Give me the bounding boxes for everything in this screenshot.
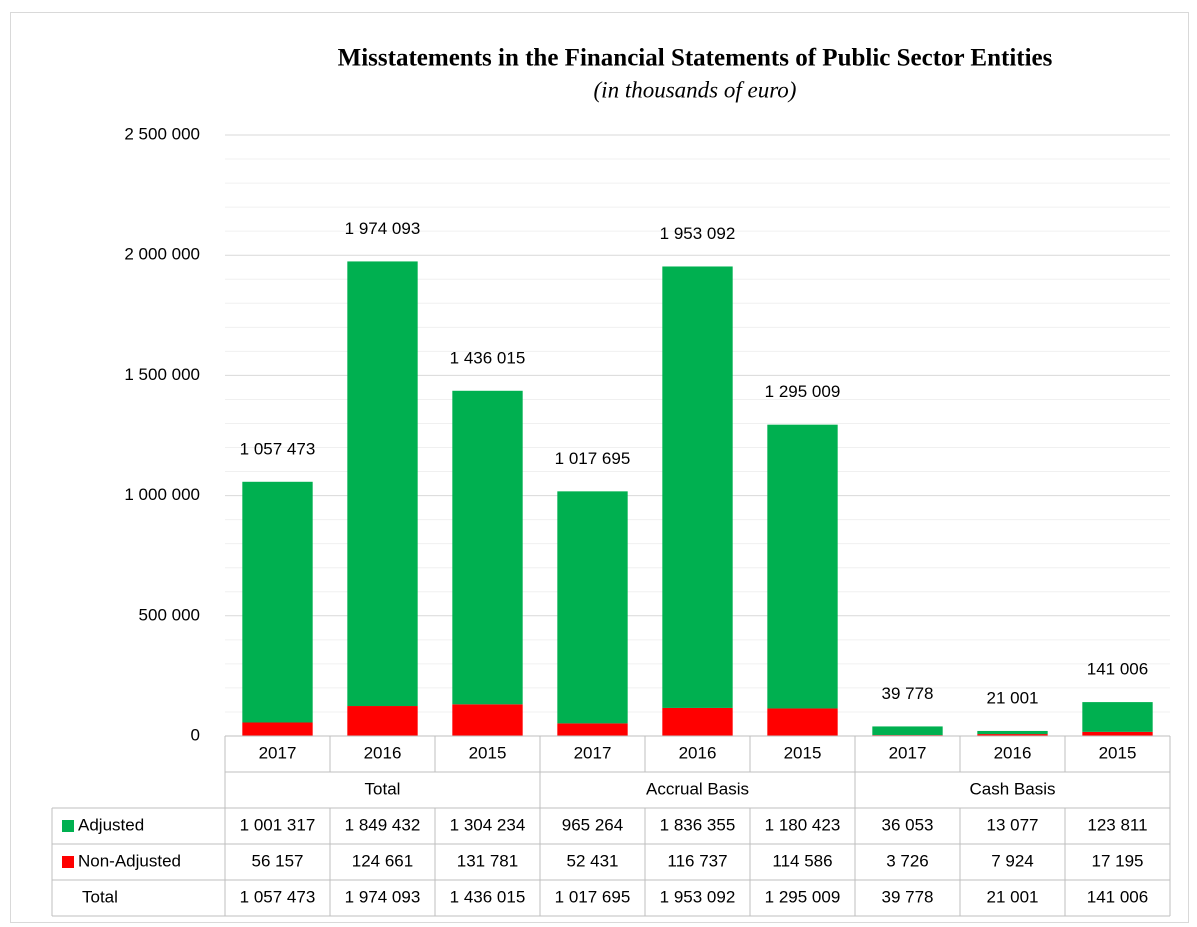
total-label: 1 295 009 (765, 382, 841, 401)
legend-swatch (62, 820, 74, 832)
chart-title: Misstatements in the Financial Statement… (338, 45, 1053, 72)
legend-label: Non-Adjusted (78, 851, 181, 870)
chart-border (10, 12, 1189, 923)
group-label: Accrual Basis (646, 779, 749, 798)
y-tick-label: 0 (191, 725, 200, 744)
x-tick-label: 2015 (784, 743, 822, 762)
bar-segment (977, 730, 1048, 735)
total-label: 1 953 092 (660, 224, 736, 243)
total-label: 141 006 (1087, 660, 1148, 679)
total-label: 1 057 473 (240, 439, 316, 458)
group-label: Cash Basis (970, 779, 1056, 798)
table-row-label: Total (82, 887, 118, 906)
total-label: 1 974 093 (345, 219, 421, 238)
table-cell: 17 195 (1092, 851, 1144, 870)
table-cell: 1 017 695 (555, 887, 631, 906)
table-cell: 21 001 (987, 887, 1039, 906)
x-tick-label: 2016 (679, 743, 717, 762)
bar-segment (662, 707, 733, 736)
y-tick-label: 2 500 000 (124, 124, 200, 143)
legend-label: Adjusted (78, 815, 144, 834)
x-tick-label: 2017 (889, 743, 927, 762)
bar-segment (347, 261, 418, 707)
total-label: 1 436 015 (450, 348, 526, 367)
x-tick-label: 2015 (1099, 743, 1137, 762)
table-cell: 1 295 009 (765, 887, 841, 906)
total-label: 1 017 695 (555, 449, 631, 468)
table-cell: 1 180 423 (765, 815, 841, 834)
table-cell: 131 781 (457, 851, 518, 870)
table-cell: 52 431 (567, 851, 619, 870)
bar-segment (1082, 702, 1153, 732)
bar-segment (557, 723, 628, 736)
bar-segment (452, 704, 523, 736)
table-cell: 13 077 (987, 815, 1039, 834)
table-cell: 1 001 317 (240, 815, 316, 834)
table-cell: 123 811 (1087, 815, 1147, 834)
table-cell: 1 836 355 (660, 815, 736, 834)
table-cell: 141 006 (1087, 887, 1148, 906)
bar-segment (1082, 731, 1153, 736)
table-cell: 114 586 (772, 851, 832, 870)
bar-segment (872, 726, 943, 736)
y-tick-label: 2 000 000 (124, 245, 200, 264)
table-cell: 1 436 015 (450, 887, 526, 906)
table-cell: 124 661 (352, 851, 413, 870)
table-cell: 1 057 473 (240, 887, 316, 906)
group-label: Total (365, 779, 401, 798)
bar-segment (347, 706, 418, 736)
bar-segment (242, 481, 313, 723)
x-tick-label: 2015 (469, 743, 507, 762)
bar-segment (767, 708, 838, 736)
table-cell: 116 737 (667, 851, 727, 870)
bar-segment (977, 734, 1048, 736)
table-cell: 56 157 (252, 851, 304, 870)
x-tick-label: 2017 (574, 743, 612, 762)
table-cell: 1 304 234 (450, 815, 526, 834)
chart-subtitle: (in thousands of euro) (594, 77, 797, 102)
table-cell: 1 974 093 (345, 887, 421, 906)
table-cell: 1 953 092 (660, 887, 736, 906)
x-tick-label: 2017 (259, 743, 297, 762)
y-tick-label: 1 500 000 (124, 365, 200, 384)
bar-segment (662, 266, 733, 708)
table-cell: 1 849 432 (345, 815, 421, 834)
table-cell: 39 778 (882, 887, 934, 906)
bar-segment (767, 424, 838, 709)
total-label: 39 778 (882, 684, 934, 703)
table-cell: 36 053 (882, 815, 934, 834)
x-tick-label: 2016 (364, 743, 402, 762)
table-cell: 3 726 (886, 851, 929, 870)
bar-segment (557, 491, 628, 724)
y-tick-label: 500 000 (139, 605, 200, 624)
table-cell: 7 924 (991, 851, 1034, 870)
bar-segment (452, 390, 523, 705)
total-label: 21 001 (987, 688, 1039, 707)
bar-segment (242, 722, 313, 736)
legend-swatch (62, 856, 74, 868)
table-cell: 965 264 (562, 815, 623, 834)
x-tick-label: 2016 (994, 743, 1032, 762)
y-tick-label: 1 000 000 (124, 485, 200, 504)
